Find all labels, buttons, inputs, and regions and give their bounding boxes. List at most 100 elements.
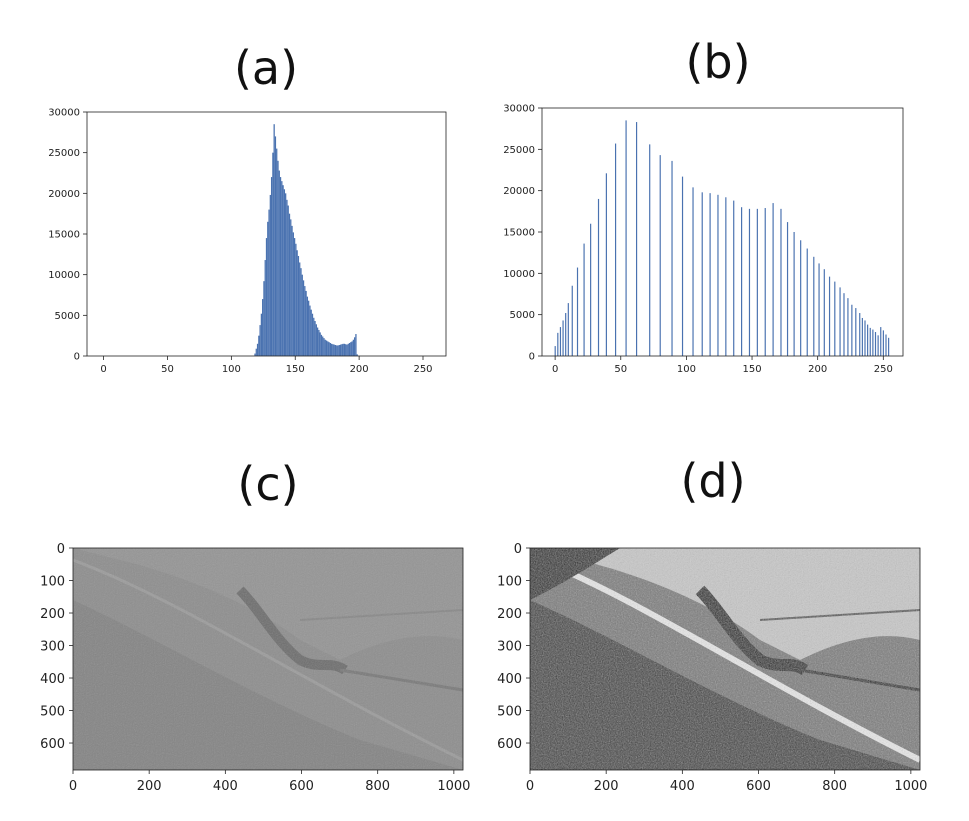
bar-a-176 <box>328 342 330 356</box>
bar-a-193 <box>350 342 352 356</box>
bar-a-188 <box>343 343 346 356</box>
bar-a-126 <box>264 260 266 356</box>
bar-a-143 <box>286 199 288 356</box>
panel-label-b: (b) <box>685 35 750 89</box>
x-tick-label-d-600: 600 <box>746 779 771 794</box>
bar-b-112 <box>701 192 703 356</box>
bar-a-196 <box>354 337 356 356</box>
bar-a-162 <box>310 309 312 356</box>
bar-a-142 <box>285 193 287 356</box>
bar-b-248 <box>880 327 882 356</box>
x-tick-label-a-200: 200 <box>350 364 369 375</box>
bar-a-174 <box>325 340 328 356</box>
bar-a-190 <box>346 344 348 356</box>
bar-a-154 <box>300 268 302 356</box>
bar-b-172 <box>780 208 782 356</box>
bar-a-151 <box>296 250 298 356</box>
x-tick-label-b-50: 50 <box>614 364 627 375</box>
bar-a-138 <box>279 177 282 356</box>
bar-b-242 <box>872 329 874 356</box>
panel-label-c: (c) <box>237 457 298 511</box>
bar-a-157 <box>304 286 306 356</box>
bar-a-166 <box>315 324 317 356</box>
bar-a-182 <box>336 345 338 356</box>
bar-a-164 <box>313 317 315 356</box>
x-tick-label-a-100: 100 <box>222 364 241 375</box>
bar-a-173 <box>324 339 326 356</box>
bar-b-240 <box>869 327 871 356</box>
y-tick-label-d-400: 400 <box>497 672 522 687</box>
bar-a-145 <box>288 213 291 356</box>
image-d-fence <box>759 609 920 621</box>
histogram-a: 0 50 100 150 200 250 0 5000 10000 15000 20000 25000… <box>48 108 447 375</box>
bar-b-154 <box>756 208 758 356</box>
bar-a-155 <box>301 274 303 356</box>
bar-b-213 <box>834 281 836 356</box>
bar-a-163 <box>311 313 314 356</box>
image-c-lower-slope <box>73 600 463 770</box>
bar-b-254 <box>888 337 890 356</box>
image-d-shadow <box>530 548 620 600</box>
bar-a-150 <box>295 243 297 356</box>
y-tick-label-a-10000: 10000 <box>48 270 80 281</box>
y-tick-label-d-100: 100 <box>497 575 522 590</box>
bar-a-160 <box>308 300 310 356</box>
x-tick-label-a-0: 0 <box>100 364 106 375</box>
y-tick-label-b-15000: 15000 <box>503 228 535 239</box>
bar-b-130 <box>725 197 727 356</box>
x-tick-label-d-400: 400 <box>670 779 695 794</box>
bar-a-144 <box>287 205 289 356</box>
bar-a-161 <box>309 305 311 356</box>
bar-a-183 <box>337 345 339 356</box>
x-tick-label-c-1000: 1000 <box>437 779 470 794</box>
bar-b-10 <box>567 303 569 356</box>
bar-a-179 <box>332 344 334 356</box>
image-c-treeline <box>339 668 463 692</box>
bar-a-135 <box>276 148 278 356</box>
plot-frame-b <box>541 107 904 357</box>
bar-b-205 <box>823 269 825 356</box>
x-tick-label-b-250: 250 <box>874 364 893 375</box>
bar-b-192 <box>806 248 808 356</box>
x-tick-label-d-800: 800 <box>822 779 847 794</box>
bar-a-198 <box>356 354 358 356</box>
image-c-fence <box>299 609 463 621</box>
image-d-frame <box>529 547 921 771</box>
bar-a-137 <box>278 170 280 356</box>
bar-b-250 <box>882 330 884 356</box>
bar-a-175 <box>327 341 329 356</box>
bar-b-97 <box>681 176 684 356</box>
y-tick-label-b-20000: 20000 <box>503 186 535 197</box>
y-tick-label-c-200: 200 <box>40 607 65 622</box>
bar-a-192 <box>348 342 351 356</box>
bar-a-127 <box>265 238 268 356</box>
bar-a-148 <box>292 232 294 356</box>
histogram-b: 0 50 100 150 200 250 0 5000 10000 15000 20000 25000… <box>503 104 904 375</box>
x-tick-label-a-50: 50 <box>161 364 174 375</box>
image-d-trees <box>695 585 809 676</box>
bar-b-13 <box>571 285 573 356</box>
y-tick-label-d-300: 300 <box>497 640 522 655</box>
bar-b-46 <box>614 143 617 356</box>
x-tick-label-a-150: 150 <box>286 364 305 375</box>
bar-a-189 <box>345 344 347 356</box>
bar-a-146 <box>290 219 292 356</box>
bar-a-130 <box>269 194 271 356</box>
bar-b-182 <box>793 232 795 356</box>
bar-b-223 <box>847 298 849 356</box>
bar-b-17 <box>576 267 579 356</box>
x-tick-label-a-250: 250 <box>413 364 432 375</box>
bar-b-8 <box>565 313 567 356</box>
bar-b-33 <box>597 198 600 356</box>
bar-b-220 <box>843 293 845 356</box>
bar-a-123 <box>260 313 263 356</box>
bar-b-142 <box>741 207 743 356</box>
bar-a-129 <box>268 209 270 356</box>
bar-b-226 <box>851 304 853 356</box>
bar-a-131 <box>270 177 273 356</box>
y-tick-label-c-400: 400 <box>40 672 65 687</box>
image-d-axes: 0 200 400 600 800 1000 0 100 200 300 400 500 600 <box>497 542 927 794</box>
bar-b-0 <box>554 346 556 356</box>
bar-b-89 <box>671 160 673 356</box>
bar-a-153 <box>299 262 301 356</box>
